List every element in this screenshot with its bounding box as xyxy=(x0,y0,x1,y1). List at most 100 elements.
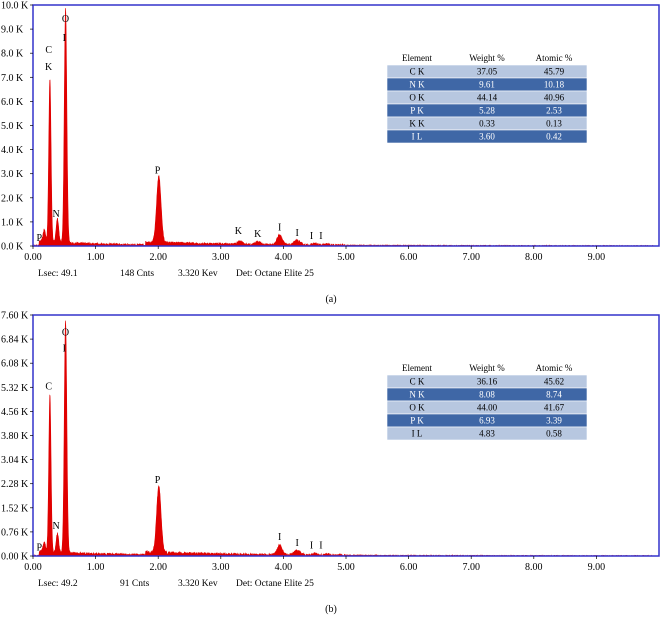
y-tick-label: 0.00 K xyxy=(1,552,29,563)
table-cell: 45.62 xyxy=(544,377,564,387)
table-cell: 4.83 xyxy=(479,429,495,439)
footer-lsec: Lsec: 49.1 xyxy=(38,269,78,279)
table-cell: 5.28 xyxy=(479,106,495,116)
y-tick-label: 5.32 K xyxy=(1,383,29,394)
y-tick-label: 9.0 K xyxy=(1,25,24,36)
peak-label: I xyxy=(278,532,281,543)
table-cell: 36.16 xyxy=(477,377,498,387)
x-tick-label: 5.00 xyxy=(337,562,355,573)
table-cell: 0.42 xyxy=(546,132,562,142)
peak-label: I xyxy=(296,228,299,239)
footer-kev: 3.320 Kev xyxy=(178,269,218,279)
peak-label: I xyxy=(319,231,322,242)
y-tick-label: 6.0 K xyxy=(1,97,24,108)
table-header: Element xyxy=(402,53,432,63)
table-row xyxy=(386,129,588,144)
y-tick-label: 5.0 K xyxy=(1,121,24,132)
y-tick-label: 6.84 K xyxy=(1,335,29,346)
peak-label: I xyxy=(310,231,313,242)
x-tick-label: 4.00 xyxy=(275,252,293,263)
peak-label: P xyxy=(155,475,161,486)
footer-detector: Det: Octane Elite 25 xyxy=(236,269,314,279)
x-tick-label: 3.00 xyxy=(212,252,230,263)
table-cell: 3.60 xyxy=(479,132,495,142)
x-tick-label: 8.00 xyxy=(525,562,543,573)
y-tick-label: 3.80 K xyxy=(1,431,29,442)
table-cell: N K xyxy=(409,390,425,400)
y-tick-label: 4.56 K xyxy=(1,407,29,418)
peak-label: I xyxy=(63,343,66,354)
peak-label: P xyxy=(155,166,161,177)
y-tick-label: 10.0 K xyxy=(1,1,29,12)
eds-spectrum-chart-b: 0.00 K 0.76 K 1.52 K 2.28 K 3.04 K 3.80 K 4.56… xyxy=(1,311,660,615)
footer-counts: 148 Cnts xyxy=(120,269,154,279)
table-cell: C K xyxy=(410,377,425,387)
table-cell: 0.33 xyxy=(479,119,495,129)
table-cell: 6.93 xyxy=(479,416,495,426)
y-tick-label: 2.0 K xyxy=(1,193,24,204)
table-cell: 10.18 xyxy=(544,80,565,90)
y-tick-label: 0.76 K xyxy=(1,527,29,538)
y-tick-label: 7.60 K xyxy=(1,311,29,322)
y-tick-label: 0.0 K xyxy=(1,242,24,253)
table-cell: O K xyxy=(409,403,425,413)
table-cell: 8.74 xyxy=(546,390,562,400)
peak-label: I xyxy=(278,222,281,233)
x-tick-label: 1.00 xyxy=(87,562,105,573)
peak-label: I xyxy=(63,33,66,44)
table-row xyxy=(386,426,588,441)
table-header: Atomic % xyxy=(536,53,573,63)
table-cell: 9.61 xyxy=(479,80,495,90)
x-tick-label: 0.00 xyxy=(24,252,42,263)
peak-label: C xyxy=(45,382,52,393)
table-cell: P K xyxy=(410,106,424,116)
footer-lsec: Lsec: 49.2 xyxy=(38,579,78,589)
peak-label: K xyxy=(45,62,53,73)
peak-label: C xyxy=(45,45,52,56)
table-cell: 41.67 xyxy=(544,403,565,413)
panel-caption: (b) xyxy=(325,604,337,615)
table-cell: O K xyxy=(409,93,425,103)
x-tick-label: 2.00 xyxy=(149,252,167,263)
y-tick-label: 1.0 K xyxy=(1,217,24,228)
peak-label: I xyxy=(296,538,299,549)
y-tick-label: 1.52 K xyxy=(1,503,29,514)
table-cell: I L xyxy=(412,429,423,439)
x-tick-label: 0.00 xyxy=(24,562,42,573)
y-tick-label: 2.28 K xyxy=(1,479,29,490)
results-table: Element Weight % Atomic % C K 36.16 45.62 N K 8… xyxy=(386,363,588,441)
table-cell: I L xyxy=(412,132,423,142)
results-table: Element Weight % Atomic % C K 37.05 45.79 N K 9… xyxy=(386,53,588,144)
y-tick-label: 6.08 K xyxy=(1,359,29,370)
x-tick-label: 7.00 xyxy=(462,562,480,573)
x-tick-label: 8.00 xyxy=(525,252,543,263)
x-tick-label: 2.00 xyxy=(149,562,167,573)
table-cell: 8.08 xyxy=(479,390,495,400)
table-cell: N K xyxy=(409,80,425,90)
x-tick-label: 1.00 xyxy=(87,252,105,263)
x-tick-label: 6.00 xyxy=(400,562,418,573)
eds-spectrum-panel-b: 0.00 K 0.76 K 1.52 K 2.28 K 3.04 K 3.80 K 4.56… xyxy=(0,310,663,620)
peak-label: O xyxy=(62,328,69,339)
table-header: Atomic % xyxy=(536,363,573,373)
table-cell: 40.96 xyxy=(544,93,565,103)
eds-spectrum-panel-a: 0.0 K 1.0 K 2.0 K 3.0 K 4.0 K 5.0 K 6.0 K 7.0 K… xyxy=(0,0,663,310)
table-cell: 0.13 xyxy=(546,119,562,129)
table-cell: C K xyxy=(410,67,425,77)
table-cell: 3.39 xyxy=(546,416,562,426)
peak-label: I xyxy=(319,541,322,552)
eds-spectrum-chart-a: 0.0 K 1.0 K 2.0 K 3.0 K 4.0 K 5.0 K 6.0 K 7.0 K… xyxy=(1,1,660,305)
peak-label: K xyxy=(254,229,262,240)
table-cell: K K xyxy=(409,119,425,129)
x-tick-label: 7.00 xyxy=(462,252,480,263)
table-header: Weight % xyxy=(469,363,505,373)
footer-detector: Det: Octane Elite 25 xyxy=(236,579,314,589)
y-tick-label: 3.04 K xyxy=(1,455,29,466)
table-cell: P K xyxy=(410,416,424,426)
peak-label: N xyxy=(53,521,60,532)
panel-caption: (a) xyxy=(325,294,336,305)
footer-counts: 91 Cnts xyxy=(120,579,150,589)
x-tick-label: 5.00 xyxy=(337,252,355,263)
table-cell: 0.58 xyxy=(546,429,562,439)
table-cell: 2.53 xyxy=(546,106,562,116)
